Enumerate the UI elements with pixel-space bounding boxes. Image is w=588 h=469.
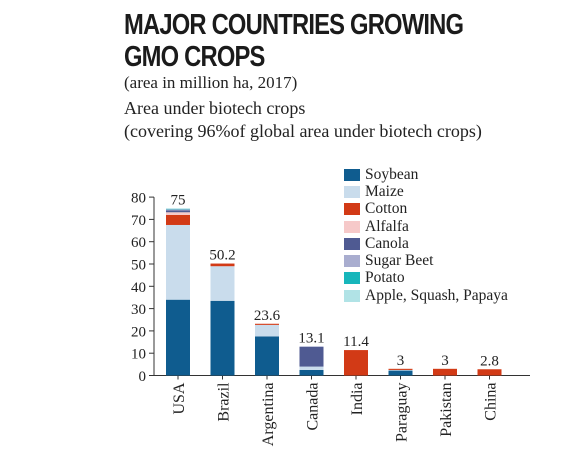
bar-segment-canola-canada <box>299 346 324 367</box>
chart-subheading: (covering 96%of global area under biotec… <box>124 121 482 141</box>
bar-segment-cotton-brazil <box>210 263 235 267</box>
legend-label: Potato <box>365 269 405 287</box>
y-tick-label: 40 <box>131 280 146 296</box>
y-tick-label: 10 <box>131 347 146 363</box>
legend-item: Alfalfa <box>344 218 508 235</box>
bar-segment-maize-canada <box>299 366 324 370</box>
bar-segment-apple-squash-papaya-usa <box>166 208 190 209</box>
legend-swatch <box>344 237 360 250</box>
legend-label: Alfalfa <box>365 217 409 235</box>
x-tick-label: India <box>349 383 366 416</box>
x-tick-label: Pakistan <box>438 383 455 437</box>
title-line-2: GMO CROPS <box>124 41 265 73</box>
legend-item: Potato <box>344 269 508 287</box>
x-tick-label: Argentina <box>260 383 277 447</box>
bar-segment-cotton-china <box>477 369 502 376</box>
y-tick-label: 80 <box>131 191 146 207</box>
y-tick-label: 60 <box>131 235 146 251</box>
x-tick-label: USA <box>171 382 188 414</box>
legend-label: Cotton <box>365 200 408 218</box>
bar-segment-maize-argentina <box>255 324 279 337</box>
bar-segment-soybean-argentina <box>255 336 279 376</box>
legend-label: Sugar Beet <box>365 252 434 270</box>
bar-segment-cotton-india <box>344 350 368 376</box>
chart-subtitle: (area in million ha, 2017) <box>124 73 298 92</box>
bar-segment-alfalfa-usa <box>166 212 190 215</box>
legend-swatch <box>344 185 360 198</box>
bar-segment-cotton-paraguay <box>388 368 413 370</box>
legend-label: Maize <box>365 182 404 200</box>
bar-segment-soybean-canada <box>299 369 324 376</box>
bar-segment-maize-brazil <box>210 266 235 301</box>
bar-segment-cotton-argentina <box>255 323 279 325</box>
legend-label: Soybean <box>365 165 419 183</box>
y-tick-label: 30 <box>131 302 146 318</box>
bar-total-label: 50.2 <box>209 248 235 264</box>
bar-segment-soybean-usa <box>166 299 190 376</box>
bar-segment-canola-usa <box>166 210 190 213</box>
bar-segment-sugar-beet-canada <box>299 346 324 347</box>
bar-segment-maize-usa <box>166 224 190 300</box>
chart-legend: Soybean Maize Cotton Alfalfa Canola Sugar Bee… <box>344 166 508 304</box>
x-tick-label: Canada <box>305 383 322 431</box>
y-tick-label: 20 <box>131 324 146 340</box>
y-tick-label: 0 <box>139 369 147 385</box>
legend-swatch <box>344 203 360 216</box>
bar-segment-soybean-brazil <box>210 300 235 376</box>
legend-item: Sugar Beet <box>344 252 508 269</box>
chart-heading: Area under biotech crops <box>124 98 306 118</box>
legend-swatch <box>344 272 360 285</box>
bar-total-label: 2.8 <box>480 353 499 369</box>
bar-segment-cotton-usa <box>166 214 190 225</box>
x-tick-label: Paraguay <box>394 383 411 443</box>
bar-total-label: 75 <box>171 192 186 208</box>
chart-title: MAJOR COUNTRIES GROWING GMO CROPS <box>124 9 464 73</box>
legend-swatch <box>344 255 360 268</box>
x-tick-label: China <box>483 383 500 421</box>
legend-item: Apple, Squash, Papaya <box>344 287 508 304</box>
bar-total-label: 3 <box>397 353 405 369</box>
legend-item: Canola <box>344 235 508 252</box>
bar-segment-cotton-pakistan <box>433 368 457 376</box>
legend-swatch <box>344 220 360 233</box>
bar-total-label: 13.1 <box>298 330 324 346</box>
y-tick-label: 70 <box>131 213 146 229</box>
legend-swatch <box>344 289 360 302</box>
bar-segment-soybean-paraguay <box>388 370 413 376</box>
title-line-1: MAJOR COUNTRIES GROWING <box>124 9 464 41</box>
bar-segment-maize-paraguay <box>388 369 413 371</box>
legend-item: Maize <box>344 183 508 200</box>
bar-total-label: 3 <box>441 353 449 369</box>
bar-total-label: 23.6 <box>254 308 281 324</box>
bar-total-label: 11.4 <box>343 334 369 350</box>
y-tick-label: 50 <box>131 258 146 274</box>
legend-item: Cotton <box>344 200 508 218</box>
legend-label: Apple, Squash, Papaya <box>365 286 508 304</box>
bar-segment-sugar-beet-usa <box>166 209 190 211</box>
legend-label: Canola <box>365 234 409 252</box>
legend-swatch <box>344 168 360 181</box>
legend-item: Soybean <box>344 166 508 183</box>
x-tick-label: Brazil <box>216 382 233 422</box>
